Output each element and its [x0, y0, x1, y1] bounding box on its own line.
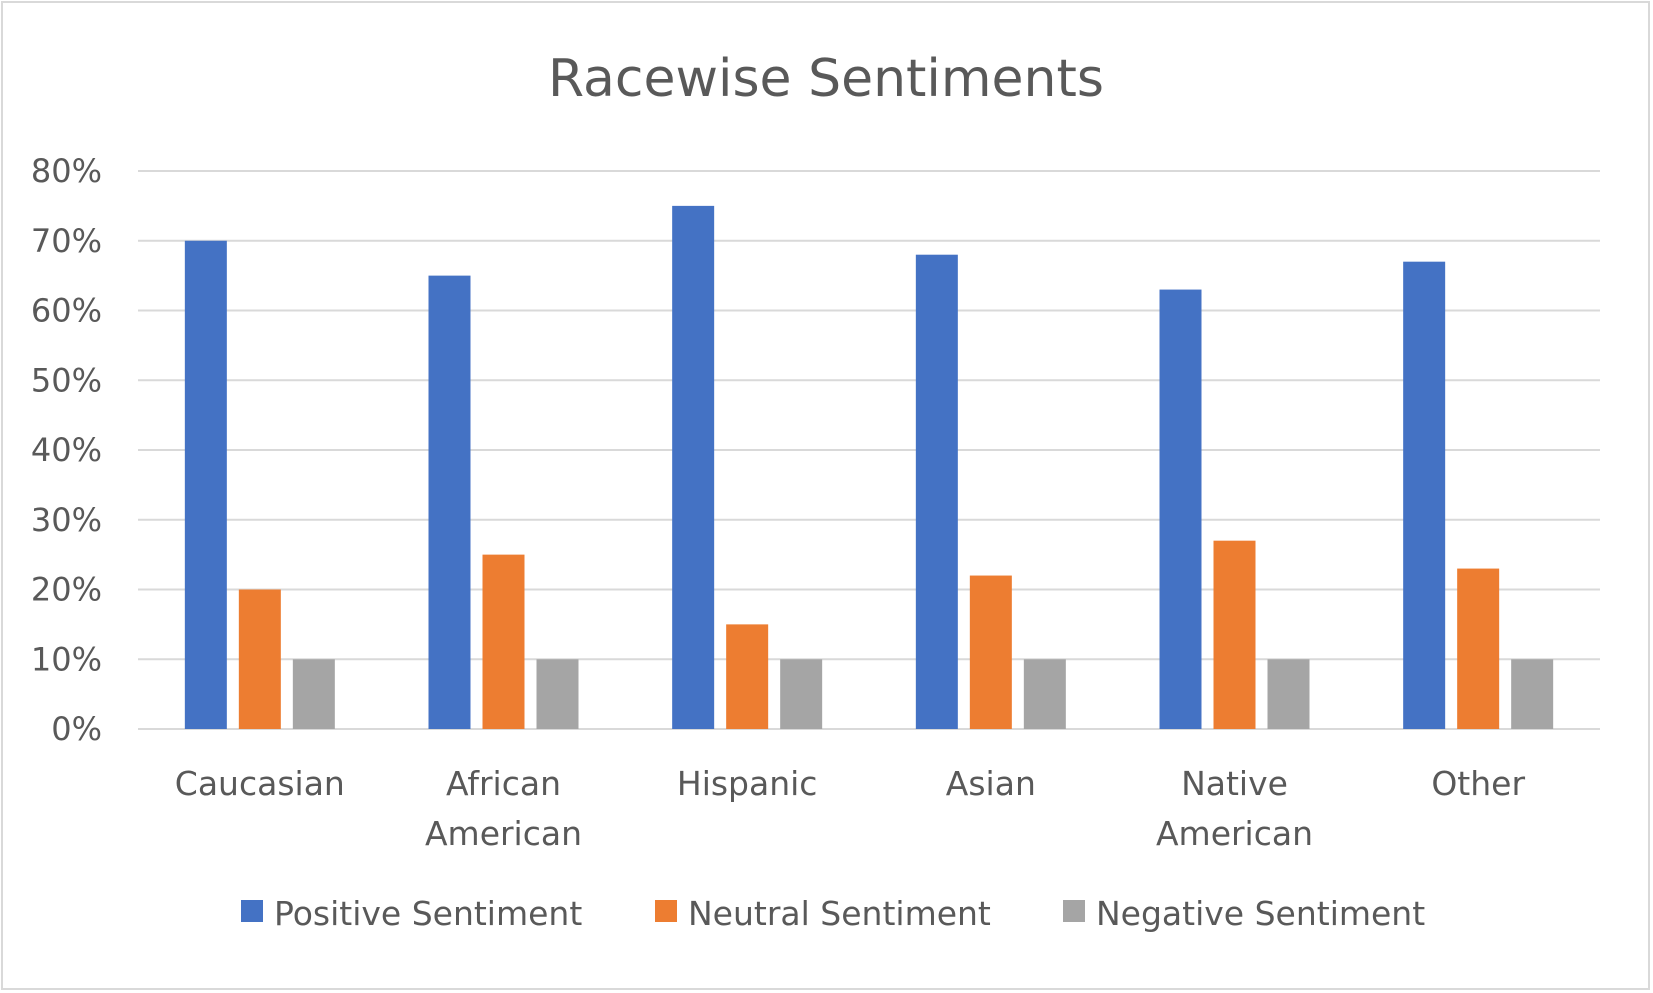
legend-label: Negative Sentiment — [1096, 894, 1425, 933]
legend-swatch — [241, 900, 263, 922]
y-tick-label: 60% — [31, 292, 102, 330]
chart-title: Racewise Sentiments — [548, 49, 1104, 109]
bar-neutral-sentiment — [1213, 540, 1256, 729]
bar-neutral-sentiment — [238, 589, 281, 729]
bar-positive-sentiment — [428, 275, 471, 729]
bar-negative-sentiment — [1023, 659, 1066, 729]
legend: Positive Sentiment Neutral Sentiment Negat… — [241, 894, 1425, 933]
bar-positive-sentiment — [915, 254, 958, 729]
y-axis-ticks: 0% 10% 20% 30% 40% 50% 60% 70% 80% — [31, 152, 102, 748]
legend-swatch — [655, 900, 677, 922]
bar-negative-sentiment — [1267, 659, 1310, 729]
category-label: Native American — [1156, 764, 1313, 853]
bar-negative-sentiment — [780, 659, 823, 729]
bar-negative-sentiment — [292, 659, 335, 729]
y-tick-label: 0% — [51, 710, 102, 748]
legend-label: Positive Sentiment — [274, 894, 582, 933]
category-label: Hispanic — [677, 764, 818, 803]
bar-negative-sentiment — [1511, 659, 1554, 729]
y-tick-label: 70% — [31, 222, 102, 260]
category-label: African American — [425, 764, 582, 853]
bar-positive-sentiment — [184, 240, 227, 729]
y-tick-label: 20% — [31, 571, 102, 609]
bar-neutral-sentiment — [969, 575, 1012, 729]
y-tick-label: 50% — [31, 361, 102, 399]
bar-neutral-sentiment — [726, 624, 769, 729]
legend-label: Neutral Sentiment — [688, 894, 991, 933]
bars — [184, 205, 1554, 729]
gridlines — [138, 170, 1600, 730]
bar-positive-sentiment — [672, 205, 715, 729]
y-tick-label: 80% — [31, 152, 102, 190]
legend-swatch — [1063, 900, 1085, 922]
y-tick-label: 30% — [31, 501, 102, 539]
bar-positive-sentiment — [1159, 289, 1202, 729]
category-label: Asian — [946, 764, 1036, 803]
bar-negative-sentiment — [536, 659, 579, 729]
x-axis-categories: Caucasian African American Hispanic Asian Nat… — [175, 764, 1526, 853]
y-tick-label: 40% — [31, 431, 102, 469]
bar-positive-sentiment — [1403, 261, 1446, 729]
y-tick-label: 10% — [31, 640, 102, 678]
category-label: Caucasian — [175, 764, 345, 803]
bar-neutral-sentiment — [1457, 568, 1500, 729]
bar-neutral-sentiment — [482, 554, 525, 729]
category-label: Other — [1431, 764, 1525, 803]
